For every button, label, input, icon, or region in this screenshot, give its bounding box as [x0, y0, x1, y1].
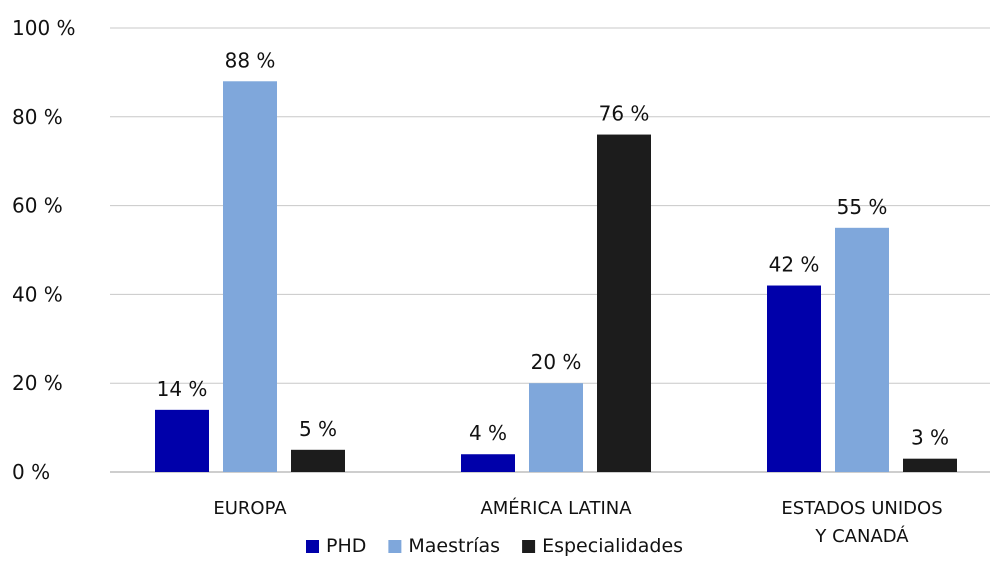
y-tick-label: 40 % — [12, 282, 63, 306]
bar-maestr-as — [835, 227, 889, 472]
data-label: 88 % — [225, 48, 276, 72]
bar-especialidades — [291, 449, 345, 472]
data-labels: 14 % 4 % 42 % 88 % 20 % 55 % 5 % 76 % 3 % — [157, 48, 949, 449]
x-axis-categories: EUROPA AMÉRICA LATINA ESTADOS UNIDOS Y CANA… — [213, 497, 942, 547]
y-tick-label: 80 % — [12, 105, 63, 129]
bars — [155, 81, 957, 472]
y-tick-label: 20 % — [12, 371, 63, 395]
bar-phd — [461, 454, 515, 472]
legend-label: Especialidades — [542, 535, 683, 557]
legend-swatch — [306, 540, 319, 553]
x-category-label: ESTADOS UNIDOS — [781, 498, 942, 519]
bar-phd — [155, 409, 209, 472]
legend-swatch — [388, 540, 402, 553]
data-label: 5 % — [299, 417, 337, 441]
x-category-label: Y CANADÁ — [814, 525, 909, 547]
data-label: 3 % — [911, 426, 949, 450]
data-label: 42 % — [769, 253, 820, 277]
data-label: 76 % — [599, 102, 650, 126]
data-label: 20 % — [531, 350, 582, 374]
legend: PHD Maestrías Especialidades — [306, 535, 683, 557]
bar-phd — [767, 285, 821, 472]
y-tick-label: 100 % — [12, 16, 76, 40]
legend-swatch — [522, 540, 536, 553]
data-label: 4 % — [469, 421, 507, 445]
bar-especialidades — [903, 458, 957, 472]
y-axis-ticks: 0 % 20 % 40 % 60 % 80 % 100 % — [12, 16, 76, 484]
legend-label: Maestrías — [408, 535, 500, 557]
x-category-label: AMÉRICA LATINA — [480, 497, 632, 519]
bar-maestr-as — [223, 81, 277, 472]
x-category-label: EUROPA — [213, 498, 287, 519]
data-label: 14 % — [157, 377, 208, 401]
y-tick-label: 0 % — [12, 460, 50, 484]
bar-especialidades — [597, 134, 651, 472]
data-label: 55 % — [837, 195, 888, 219]
bar-maestr-as — [529, 383, 583, 472]
y-tick-label: 60 % — [12, 194, 63, 218]
legend-label: PHD — [326, 535, 366, 557]
